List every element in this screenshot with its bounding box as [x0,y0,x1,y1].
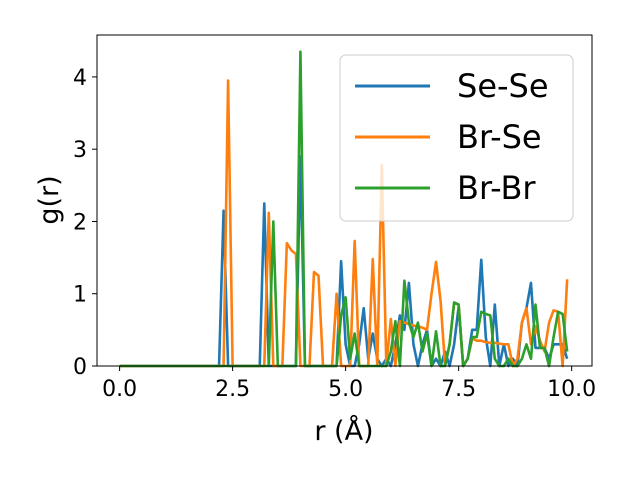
x-tick-label: 7.5 [441,377,476,402]
x-axis: 0.0 2.5 5.0 7.5 10.0 [102,366,596,402]
y-axis: 0 1 2 3 4 [73,66,97,380]
legend: Se-Se Br-Se Br-Br [339,54,574,222]
y-axis-label: g(r) [34,175,65,224]
x-tick-label: 0.0 [102,377,137,402]
x-tick-label: 2.5 [215,377,250,402]
y-tick-label: 0 [73,355,87,380]
x-tick-label: 10.0 [547,377,596,402]
legend-frame [339,54,574,222]
legend-label: Se-Se [457,67,549,105]
plot-frame [96,34,593,367]
x-tick-label: 5.0 [328,377,363,402]
y-tick-label: 1 [73,283,87,308]
y-tick-label: 3 [73,138,87,163]
legend-label: Br-Br [457,169,536,207]
y-tick-label: 2 [73,210,87,235]
x-axis-label: r (Å) [314,415,373,447]
y-tick-label: 4 [73,66,87,91]
legend-label: Br-Se [457,118,542,156]
